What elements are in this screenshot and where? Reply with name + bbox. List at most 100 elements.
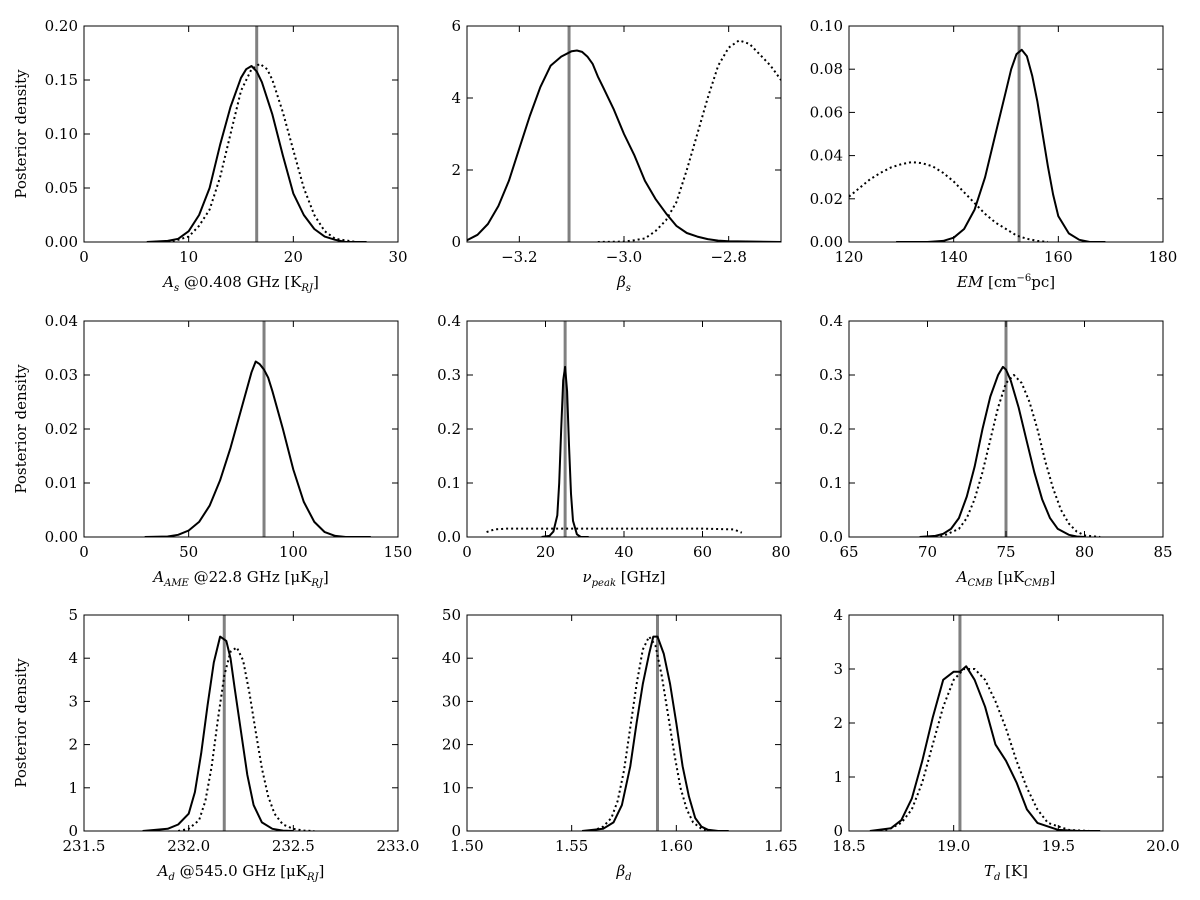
x-tick-label: 19.0	[937, 837, 970, 855]
x-tick-label: 70	[918, 543, 937, 561]
x-axis-label: As @0.408 GHz [KRJ]	[161, 273, 319, 294]
y-tick-label: 0.00	[810, 233, 843, 251]
y-tick-label: 0.15	[45, 71, 78, 89]
y-tick-label: 0.04	[45, 312, 78, 330]
x-tick-label: 180	[1149, 248, 1178, 266]
y-tick-label: 40	[442, 649, 461, 667]
y-tick-label: 0.08	[810, 60, 843, 78]
x-tick-label: −2.8	[710, 248, 746, 266]
posterior-solid-line	[144, 360, 371, 537]
x-tick-label: 10	[179, 248, 198, 266]
panel-3: 120 140 160 180 0.00 0.02 0.04 0.06 0.08 0.10 EM […	[810, 17, 1178, 291]
y-tick-label: 4	[68, 649, 78, 667]
y-tick-label: 0.02	[45, 420, 78, 438]
x-tick-label: 18.5	[832, 837, 865, 855]
x-tick-label: 85	[1153, 543, 1172, 561]
y-tick-label: 2	[833, 714, 843, 732]
x-tick-label: 80	[771, 543, 790, 561]
x-tick-label: 1.60	[660, 837, 693, 855]
y-tick-label: 0.3	[437, 366, 461, 384]
y-tick-label: 0.20	[45, 17, 78, 35]
y-tick-label: 0.10	[810, 17, 843, 35]
y-tick-label: 10	[442, 779, 461, 797]
y-tick-label: 0	[451, 822, 461, 840]
posterior-solid-line	[581, 635, 729, 831]
axes-frame	[848, 614, 1164, 832]
posterior-solid-line	[467, 49, 781, 242]
y-tick-label: 3	[68, 692, 78, 710]
x-axis-label: βs	[616, 273, 631, 294]
x-tick-label: 20	[536, 543, 555, 561]
posterior-dotted-line	[177, 646, 315, 831]
axes-frame	[83, 25, 399, 243]
posterior-solid-line	[869, 665, 1101, 831]
y-tick-label: 0.1	[819, 474, 843, 492]
x-tick-label: 80	[1075, 543, 1094, 561]
x-tick-label: 1.65	[764, 837, 797, 855]
x-tick-label: 232.0	[167, 837, 210, 855]
posterior-dotted-line	[167, 62, 357, 242]
posterior-dotted-line	[486, 527, 743, 534]
x-tick-label: 20.0	[1146, 837, 1179, 855]
posterior-dotted-line	[597, 39, 781, 242]
y-tick-label: 4	[451, 89, 461, 107]
y-axis-label: Posterior density	[12, 364, 30, 494]
y-tick-label: 6	[451, 17, 461, 35]
panel-9: 18.5 19.0 19.5 20.0 0 1 2 3 4 Td [K]	[832, 606, 1179, 883]
x-tick-label: 120	[835, 248, 864, 266]
x-tick-label: 0	[79, 248, 89, 266]
y-tick-label: 4	[833, 606, 843, 624]
y-tick-label: 0.00	[45, 233, 78, 251]
panel-1: 0 10 20 30 0.00 0.05 0.10 0.15 0.20 As @0.408 GHz…	[12, 17, 408, 294]
y-tick-label: 5	[68, 606, 78, 624]
x-tick-label: 30	[388, 248, 407, 266]
x-tick-label: 233.0	[377, 837, 420, 855]
y-tick-label: 0.0	[437, 528, 461, 546]
panel-7: 231.5 232.0 232.5 233.0 0 1 2 3 4 5 Ad @545.0 GHz …	[12, 606, 419, 883]
x-tick-label: 50	[179, 543, 198, 561]
x-axis-label: νpeak [GHz]	[583, 568, 666, 589]
y-tick-label: 0.1	[437, 474, 461, 492]
x-tick-label: 65	[839, 543, 858, 561]
x-tick-label: 100	[279, 543, 308, 561]
y-axis-label: Posterior density	[12, 658, 30, 788]
posterior-solid-line	[919, 365, 1085, 537]
x-tick-label: 0	[79, 543, 89, 561]
y-tick-label: 0.02	[810, 190, 843, 208]
y-tick-label: 0.4	[819, 312, 843, 330]
y-tick-label: 0.0	[819, 528, 843, 546]
posterior-solid-line	[541, 365, 589, 537]
axes-frame	[466, 320, 782, 538]
axes-frame	[83, 320, 399, 538]
posterior-dotted-line	[880, 668, 1090, 831]
y-tick-label: 0.06	[810, 103, 843, 121]
panel-6: 65 70 75 80 85 0.0 0.1 0.2 0.3 0.4 ACMB [μKCMB]	[819, 312, 1172, 589]
y-tick-label: 20	[442, 736, 461, 754]
x-axis-label: AAME @22.8 GHz [μKRJ]	[151, 568, 329, 589]
posterior-solid-line	[142, 635, 294, 831]
y-tick-label: 2	[68, 736, 78, 754]
y-tick-label: 0.05	[45, 179, 78, 197]
axes-frame	[466, 614, 782, 832]
x-tick-label: 150	[384, 543, 413, 561]
x-tick-label: 60	[693, 543, 712, 561]
y-tick-label: 1	[833, 768, 843, 786]
panel-5: 0 20 40 60 80 0.0 0.1 0.2 0.3 0.4 νpeak [GHz]	[437, 312, 790, 589]
posterior-dotted-line	[935, 374, 1101, 537]
posterior-solid-line	[896, 48, 1106, 242]
x-axis-label: Ad @545.0 GHz [μKRJ]	[156, 862, 325, 883]
posterior-dotted-line	[849, 161, 1049, 242]
axes-frame	[848, 25, 1164, 243]
x-axis-label: EM [cm−6pc]	[956, 273, 1055, 291]
y-tick-label: 0.01	[45, 474, 78, 492]
x-tick-label: −3.2	[501, 248, 537, 266]
y-tick-label: 0.4	[437, 312, 461, 330]
x-tick-label: 140	[939, 248, 968, 266]
y-tick-label: 0.3	[819, 366, 843, 384]
y-tick-label: 0.03	[45, 366, 78, 384]
y-tick-label: 0.2	[437, 420, 461, 438]
x-axis-label: Td [K]	[984, 862, 1028, 883]
y-tick-label: 2	[451, 161, 461, 179]
y-tick-label: 0	[833, 822, 843, 840]
